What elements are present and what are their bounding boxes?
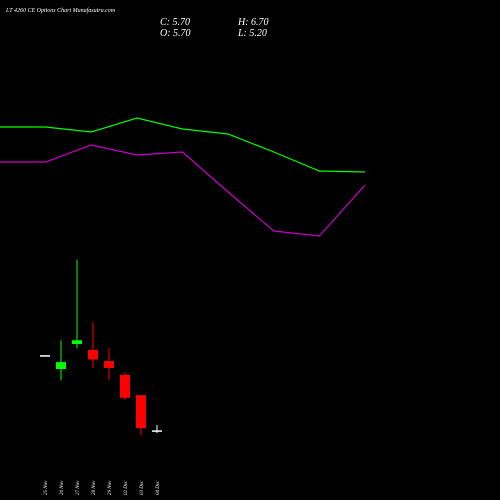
low-label: L: 5.20 bbox=[237, 28, 267, 39]
x-tick-label: 27 Nov bbox=[76, 480, 81, 495]
candle-body bbox=[72, 340, 82, 344]
x-tick-label: 26 Nov bbox=[60, 480, 65, 495]
candle-body bbox=[120, 374, 130, 398]
candle-body bbox=[104, 361, 114, 368]
candle-body bbox=[152, 430, 162, 432]
x-tick-label: 02 Dec bbox=[124, 480, 129, 495]
high-label: H: 6.70 bbox=[237, 17, 269, 28]
x-tick-label: 29 Nov bbox=[108, 480, 113, 495]
candle-body bbox=[88, 349, 98, 360]
indicator-line bbox=[0, 117, 366, 173]
close-label: C: 5.70 bbox=[160, 17, 190, 28]
x-tick-label: 25 Nov bbox=[44, 480, 49, 495]
x-tick-label: 04 Dec bbox=[156, 480, 161, 495]
open-label: O: 5.70 bbox=[160, 28, 191, 39]
x-tick-label: 28 Nov bbox=[92, 480, 97, 495]
candle-body bbox=[40, 355, 50, 357]
chart-title: LT 4260 CE Options Chart Munafasutra.com bbox=[5, 7, 116, 14]
candle-body bbox=[136, 395, 146, 429]
x-tick-label: 03 Dec bbox=[140, 480, 145, 495]
candle-body bbox=[56, 362, 66, 370]
indicator-line bbox=[0, 144, 366, 237]
